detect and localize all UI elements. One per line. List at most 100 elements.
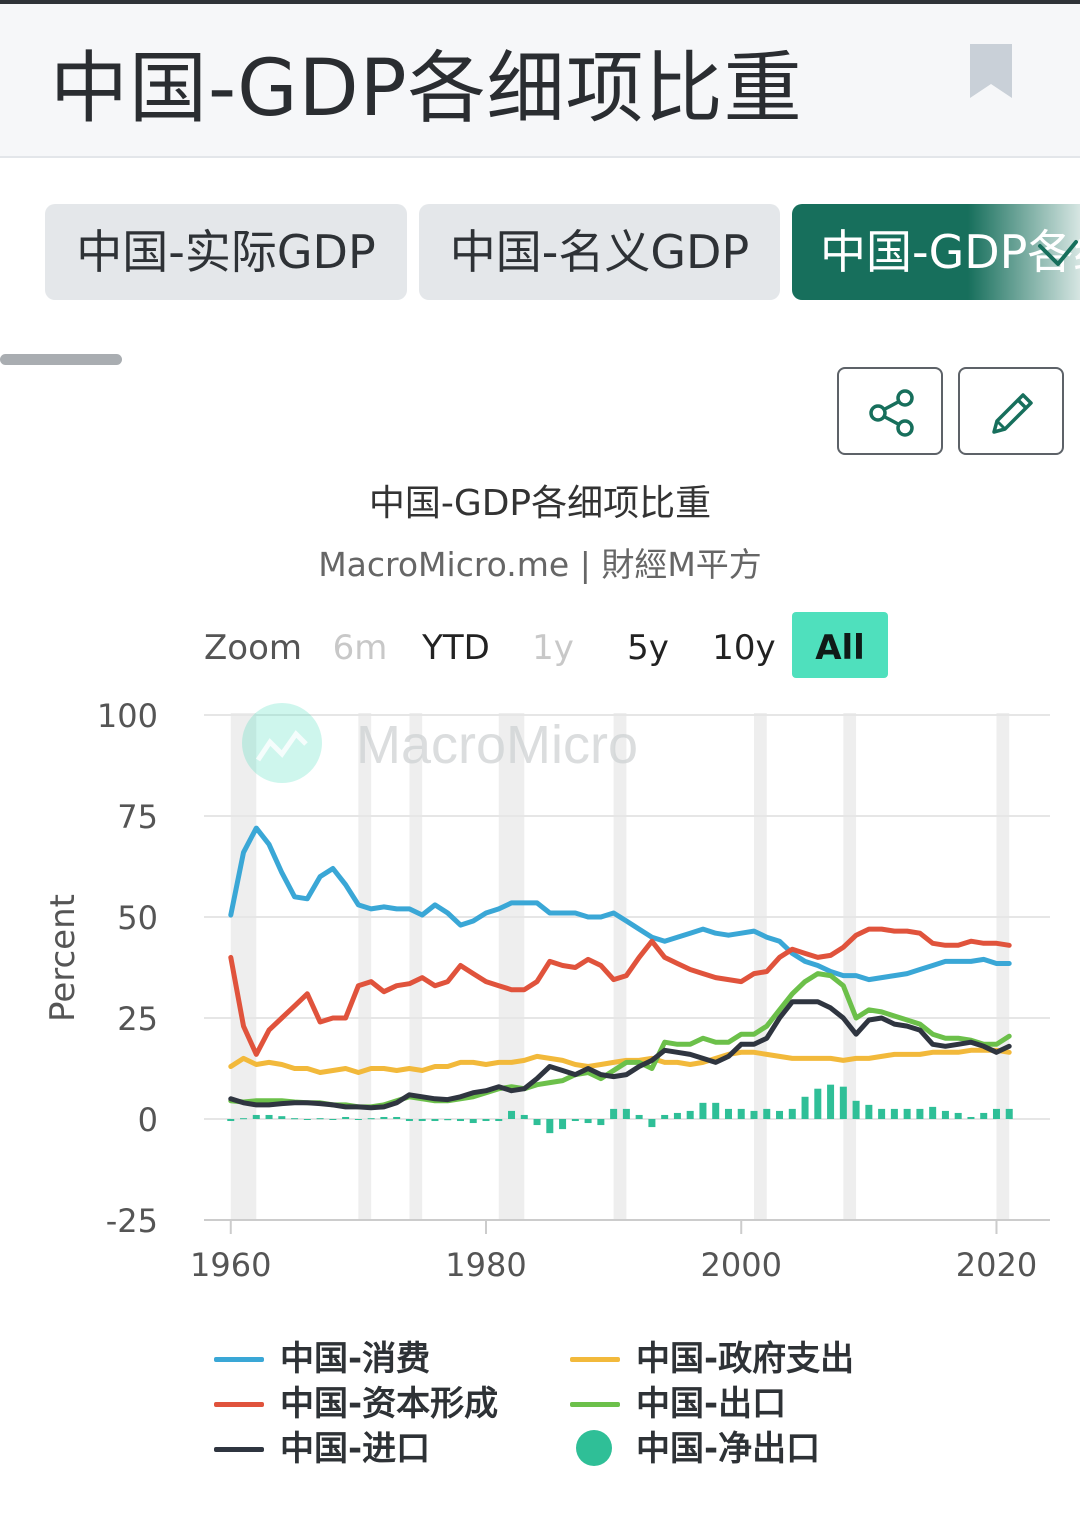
pencil-icon [992,393,1033,434]
net-exports-bar [712,1102,720,1119]
watermark: MacroMicro [242,703,638,783]
net-exports-bar [635,1114,643,1119]
net-exports-bar [967,1116,975,1119]
net-exports-bar [252,1114,260,1119]
series-line-1[interactable] [228,926,1012,1057]
zoom-all-button[interactable]: All [792,612,888,678]
net-exports-bar [329,1119,337,1120]
tab-label: 中国-名义GDP [449,225,750,279]
recession-band [409,713,423,1220]
y-tick-label: 25 [117,1000,158,1038]
y-tick-label: 75 [117,798,158,836]
legend-label: 中国-资本形成 [280,1384,499,1424]
tab-scrollbar[interactable] [0,354,122,365]
x-tick-label: 2000 [701,1246,782,1284]
net-exports-bar [699,1102,707,1119]
net-exports-bar [380,1116,388,1119]
recession-band [358,713,372,1220]
legend-label: 中国-消费 [280,1339,431,1379]
net-exports-bar [763,1108,771,1119]
net-exports-bar [291,1118,299,1120]
net-exports-bar [941,1110,949,1119]
net-exports-bar [444,1119,452,1121]
net-exports-bar [316,1118,324,1120]
legend-label: 中国-净出口 [636,1429,821,1469]
legend-swatch [214,1447,264,1452]
net-exports-bar [482,1119,490,1122]
net-exports-bar [903,1108,911,1119]
share-icon [869,389,914,437]
tab-label: 中国-实际GDP [76,225,376,279]
net-exports-bar [737,1108,745,1119]
tab-overflow-fade [968,204,1080,300]
zoom-5y-button[interactable]: 5y [627,628,669,668]
x-tick-label: 1960 [190,1246,271,1284]
edit-button[interactable] [958,367,1064,455]
net-exports-bar [495,1119,503,1122]
net-exports-bar [571,1119,579,1122]
net-exports-bar [839,1086,847,1119]
net-exports-bar [916,1108,924,1119]
net-exports-bar [852,1100,860,1119]
legend-dot [576,1430,612,1466]
x-tick-label: 2020 [956,1246,1037,1284]
recession-band [754,713,767,1220]
series-line-4[interactable] [228,999,1012,1111]
net-exports-bar [648,1119,656,1128]
net-exports-bar [980,1112,988,1119]
net-exports-bar [469,1119,477,1124]
net-exports-bar [750,1110,758,1119]
net-exports-bar [367,1118,375,1120]
page-title: 中国-GDP各细项比重 [50,44,803,134]
chart-subtitle: MacroMicro.me | 財經M平方 [318,545,762,584]
page-header: 中国-GDP各细项比重 [0,4,1080,158]
macromicro-logo-icon [242,703,322,783]
zoom-label: Zoom [204,628,303,668]
net-exports-bar [418,1119,426,1122]
net-exports-bar [597,1119,605,1126]
net-exports-bar [533,1119,541,1126]
logo-trend-mark [255,730,308,762]
net-exports-bar [929,1106,937,1119]
net-exports-bar [814,1088,822,1119]
zoom-ytd-button[interactable]: YTD [422,628,490,668]
series-line-0[interactable] [228,825,1012,983]
legend-swatch [214,1402,264,1407]
net-exports-bar [265,1114,273,1119]
chart-legend: 中国-消费 中国-政府支出 中国-资本形成 中国-出口 中国-进口 中国-净出口 [0,1330,1080,1480]
net-exports-bar [801,1096,809,1119]
y-axis-label: Percent [43,894,83,1022]
net-exports-bar [673,1112,681,1119]
tab-nominal-gdp[interactable]: 中国-名义GDP [419,204,780,300]
net-exports-bar [405,1119,413,1122]
tab-real-gdp[interactable]: 中国-实际GDP [45,204,407,300]
series-line-2[interactable] [228,1047,1012,1075]
tab-gdp-breakdown[interactable]: 中国-GDP各细项比重 [792,204,1080,300]
net-exports-bar [508,1110,516,1119]
y-tick-label: 50 [117,899,158,937]
net-exports-bar [878,1108,886,1119]
chevron-down-icon[interactable] [1036,232,1080,272]
legend-label: 中国-出口 [636,1384,787,1424]
net-exports-bar [954,1112,962,1119]
net-exports-bar [788,1108,796,1119]
x-tick-label: 1980 [445,1246,526,1284]
share-button[interactable] [837,367,943,455]
net-exports-bar [865,1104,873,1119]
recession-band [498,713,525,1220]
bookmark-icon[interactable] [968,42,1014,100]
zoom-6m-button[interactable]: 6m [332,628,388,668]
zoom-10y-button[interactable]: 10y [712,628,776,668]
legend-label: 中国-进口 [280,1429,431,1469]
net-exports-bar [431,1119,439,1122]
net-exports-bar [1005,1108,1013,1119]
net-exports-bar [724,1108,732,1119]
zoom-1y-button[interactable]: 1y [532,628,574,668]
net-exports-bar [303,1119,311,1120]
legend-label: 中国-政府支出 [636,1339,855,1379]
net-exports-bar [661,1114,669,1119]
net-exports-bar [546,1119,554,1134]
net-exports-bar [354,1119,362,1120]
net-exports-bar [393,1116,401,1119]
legend-swatch [570,1357,620,1362]
